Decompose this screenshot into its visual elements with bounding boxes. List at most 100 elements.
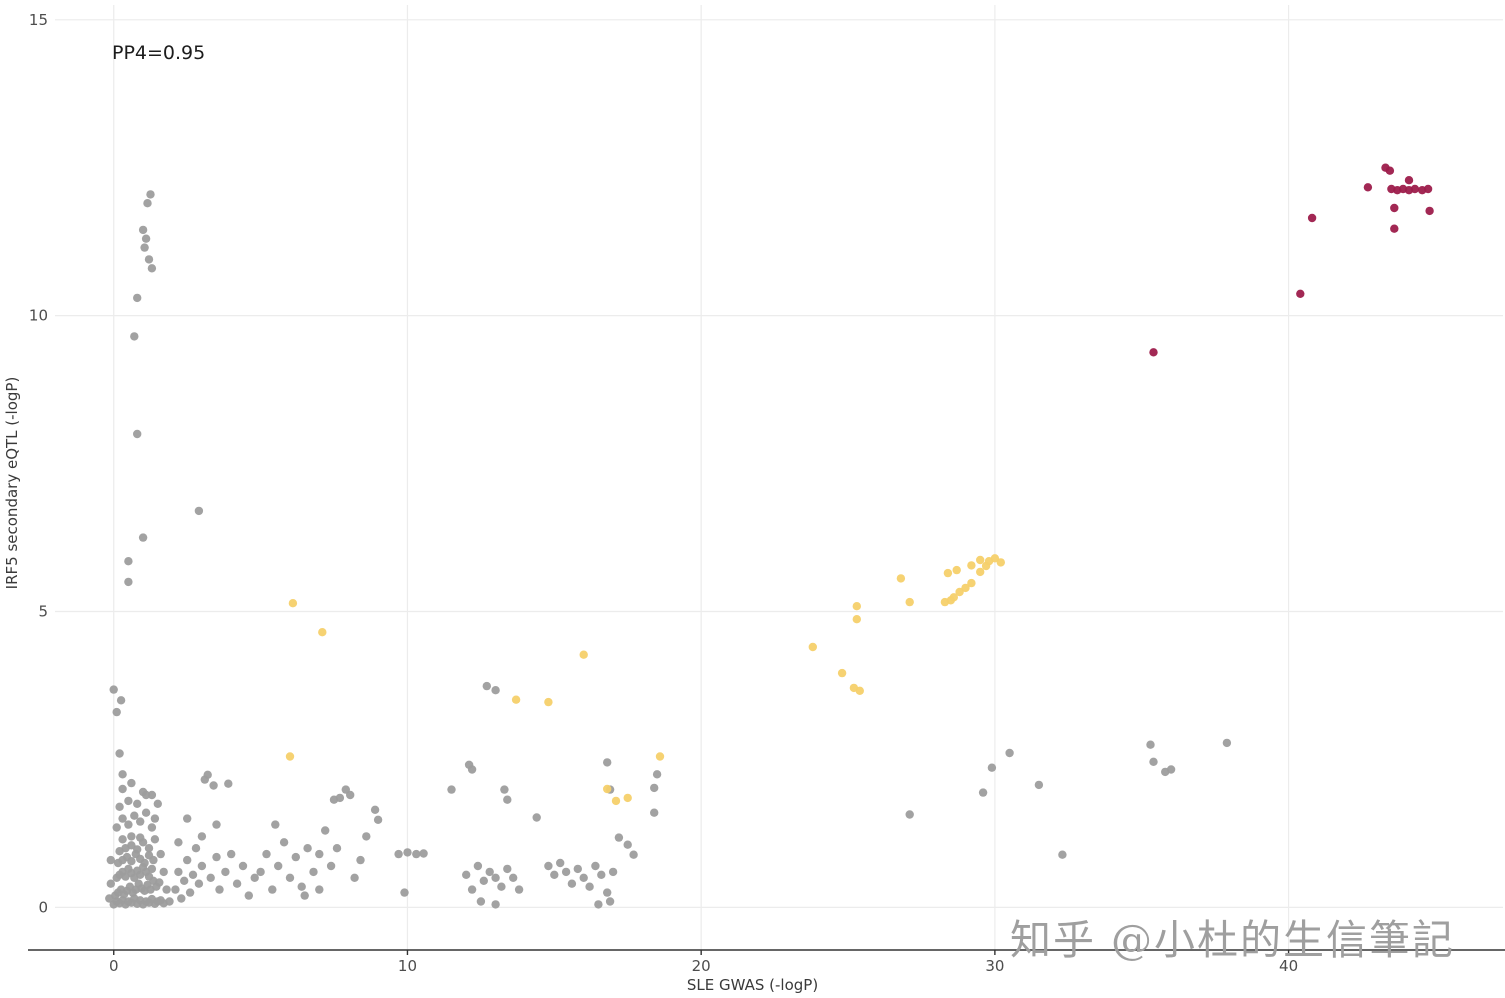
data-point-intermediate <box>996 558 1005 567</box>
data-point-not-colocalized <box>905 810 914 819</box>
data-point-intermediate <box>852 615 861 624</box>
data-point-not-colocalized <box>144 255 154 264</box>
data-point-not-colocalized <box>256 867 265 877</box>
data-point-not-colocalized <box>177 894 186 903</box>
data-point-not-colocalized <box>279 838 289 847</box>
data-point-intermediate <box>544 697 553 707</box>
data-point-colocalized <box>1425 206 1434 216</box>
data-point-not-colocalized <box>315 885 324 894</box>
data-point-not-colocalized <box>614 833 624 842</box>
data-point-not-colocalized <box>491 686 500 695</box>
data-point-not-colocalized <box>153 799 162 808</box>
data-point-not-colocalized <box>561 867 571 877</box>
data-point-colocalized <box>1390 224 1399 233</box>
data-point-not-colocalized <box>144 844 154 853</box>
data-point-not-colocalized <box>503 795 512 804</box>
y-tick-label: 5 <box>38 603 48 621</box>
data-point-not-colocalized <box>394 849 403 859</box>
data-point-not-colocalized <box>297 882 306 891</box>
data-point-intermediate <box>852 602 861 611</box>
data-point-not-colocalized <box>262 849 271 859</box>
data-point-not-colocalized <box>133 845 142 854</box>
data-point-not-colocalized <box>130 332 139 341</box>
data-point-not-colocalized <box>514 885 524 894</box>
data-point-not-colocalized <box>197 861 207 871</box>
data-point-not-colocalized <box>1166 765 1176 774</box>
data-point-not-colocalized <box>573 864 582 874</box>
data-point-not-colocalized <box>462 870 471 879</box>
data-point-not-colocalized <box>1005 748 1014 758</box>
data-point-not-colocalized <box>146 190 155 199</box>
data-point-intermediate <box>623 793 632 803</box>
data-point-intermediate <box>655 752 665 761</box>
data-point-intermediate <box>990 554 1000 563</box>
data-point-not-colocalized <box>650 783 659 793</box>
data-point-colocalized <box>1385 166 1395 175</box>
data-point-not-colocalized <box>212 852 221 862</box>
data-point-colocalized <box>1390 203 1399 213</box>
data-point-not-colocalized <box>497 882 506 891</box>
data-point-not-colocalized <box>147 823 157 832</box>
data-point-not-colocalized <box>300 891 309 900</box>
data-point-not-colocalized <box>118 814 127 823</box>
data-point-not-colocalized <box>309 867 318 877</box>
data-point-not-colocalized <box>567 879 577 888</box>
data-point-not-colocalized <box>467 765 477 774</box>
data-point-colocalized <box>1423 184 1433 194</box>
y-tick-label: 10 <box>29 307 48 325</box>
data-point-not-colocalized <box>197 832 207 841</box>
data-point-not-colocalized <box>532 813 541 822</box>
data-point-not-colocalized <box>188 870 198 879</box>
data-point-not-colocalized <box>224 779 233 788</box>
data-point-not-colocalized <box>127 857 136 866</box>
data-point-not-colocalized <box>447 785 456 794</box>
data-point-not-colocalized <box>174 838 183 847</box>
data-point-not-colocalized <box>491 873 500 882</box>
data-point-not-colocalized <box>133 293 142 303</box>
data-point-intermediate <box>285 752 295 761</box>
data-point-not-colocalized <box>579 873 588 882</box>
data-point-not-colocalized <box>130 811 139 820</box>
data-point-intermediate <box>579 650 588 659</box>
data-point-not-colocalized <box>124 820 133 829</box>
data-point-not-colocalized <box>138 225 148 235</box>
data-point-not-colocalized <box>585 882 594 891</box>
data-point-intermediate <box>511 695 521 704</box>
data-point-not-colocalized <box>118 835 127 844</box>
data-point-not-colocalized <box>412 849 421 859</box>
data-point-intermediate <box>976 555 985 565</box>
y-axis-title: IRF5 secondary eQTL (-logP) <box>3 376 21 590</box>
data-point-not-colocalized <box>1034 780 1044 790</box>
x-axis-title: SLE GWAS (-logP) <box>686 976 819 994</box>
data-point-not-colocalized <box>1149 757 1158 766</box>
data-point-not-colocalized <box>482 681 491 691</box>
data-point-not-colocalized <box>171 885 180 894</box>
data-point-not-colocalized <box>244 891 253 900</box>
data-point-not-colocalized <box>1058 850 1067 859</box>
data-point-not-colocalized <box>209 781 218 790</box>
data-point-not-colocalized <box>356 855 365 865</box>
data-point-not-colocalized <box>124 577 133 587</box>
y-tick-label: 15 <box>29 11 48 29</box>
x-tick-label: 10 <box>398 957 417 975</box>
data-point-not-colocalized <box>315 849 324 859</box>
data-point-not-colocalized <box>133 429 142 439</box>
data-point-intermediate <box>967 578 976 588</box>
data-point-intermediate <box>976 567 985 577</box>
data-point-not-colocalized <box>370 805 380 814</box>
data-point-not-colocalized <box>140 243 149 252</box>
x-tick-label: 40 <box>1279 957 1298 975</box>
data-point-not-colocalized <box>185 888 195 897</box>
data-point-not-colocalized <box>473 861 483 871</box>
data-point-not-colocalized <box>141 790 151 800</box>
data-point-not-colocalized <box>303 844 312 853</box>
x-tick-label: 0 <box>109 957 119 975</box>
data-point-not-colocalized <box>591 861 600 871</box>
data-point-not-colocalized <box>147 264 157 273</box>
data-point-colocalized <box>1296 289 1305 298</box>
data-point-not-colocalized <box>212 820 221 829</box>
x-tick-label: 30 <box>985 957 1004 975</box>
data-point-not-colocalized <box>274 861 283 871</box>
data-point-not-colocalized <box>605 897 615 906</box>
